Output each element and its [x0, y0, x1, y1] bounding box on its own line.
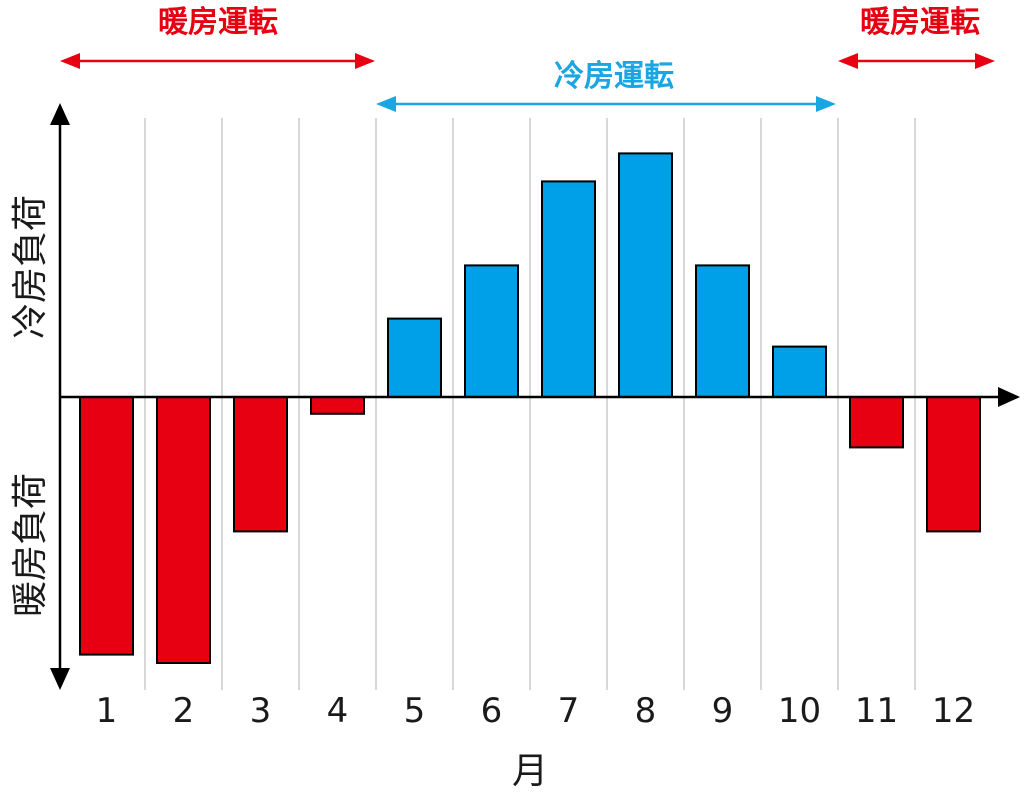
- bar-month-2: [156, 396, 211, 664]
- bar-month-10: [772, 345, 827, 399]
- y-axis-arrow-up: [50, 103, 70, 125]
- y-axis-label-cooling: 冷房負荷: [10, 195, 51, 339]
- x-tick-label-3: 3: [250, 691, 272, 731]
- annotation-arrowhead-right: [355, 53, 375, 69]
- x-tick-label-7: 7: [558, 691, 580, 731]
- axes: 1 2 3 4 5 6 7 8 9 10 11 12: [50, 103, 1020, 731]
- bar-month-3: [233, 396, 288, 533]
- annotation-arrowhead-right: [975, 53, 995, 69]
- bar-month-8: [618, 152, 673, 398]
- bars: [79, 152, 981, 664]
- x-tick-label-1: 1: [96, 691, 118, 731]
- y-axis-label-heating: 暖房負荷: [10, 473, 51, 617]
- gridlines: [144, 118, 916, 690]
- x-tick-label-9: 9: [712, 691, 734, 731]
- x-tick-label-10: 10: [778, 691, 821, 731]
- annotation-arrowhead-right: [816, 96, 836, 112]
- annotation-arrowhead-left: [376, 96, 396, 112]
- annotation-arrowhead-left: [838, 53, 858, 69]
- x-tick-label-2: 2: [173, 691, 195, 731]
- bar-month-12: [926, 396, 981, 533]
- bar-month-4: [310, 396, 365, 415]
- bar-month-6: [464, 264, 519, 398]
- bar-month-11: [849, 396, 904, 449]
- x-tick-label-6: 6: [481, 691, 503, 731]
- x-tick-label-8: 8: [635, 691, 657, 731]
- bar-month-7: [541, 180, 596, 398]
- x-tick-label-11: 11: [855, 691, 898, 731]
- y-axis-arrow-down: [50, 668, 70, 690]
- x-tick-label-12: 12: [932, 691, 975, 731]
- annotation-label: 暖房運転: [158, 5, 278, 40]
- annotation-label: 暖房運転: [860, 5, 980, 40]
- x-tick-label-5: 5: [404, 691, 426, 731]
- x-axis-label: 月: [512, 751, 548, 792]
- bar-month-1: [79, 396, 134, 656]
- annotation-arrowhead-left: [60, 53, 80, 69]
- bar-month-5: [387, 317, 442, 399]
- x-tick-label-4: 4: [327, 691, 349, 731]
- x-axis-arrow: [998, 387, 1020, 407]
- annotation-label: 冷房運転: [554, 59, 674, 94]
- bar-month-9: [695, 264, 750, 398]
